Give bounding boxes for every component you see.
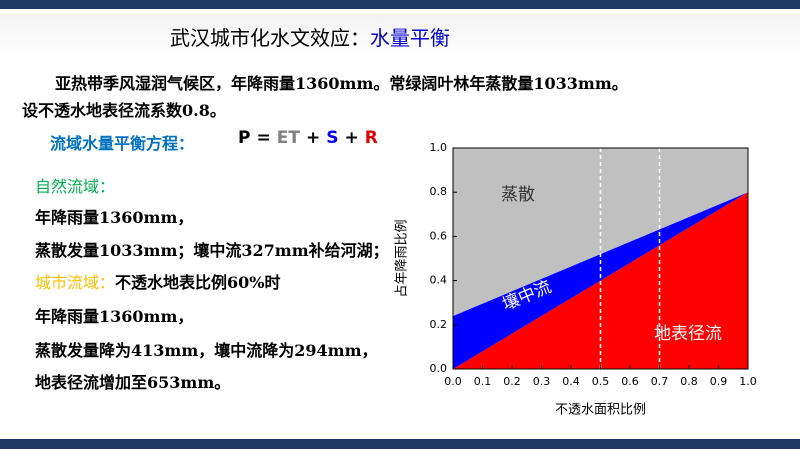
x-tick-label: 0.8	[680, 375, 698, 388]
series-label: 蒸散	[501, 185, 535, 205]
urban-line: 地表径流增加至653mm。	[35, 373, 231, 392]
urban-line: 蒸散发量降为413mm，壤中流降为294mm，	[35, 341, 378, 360]
x-tick-label: 0.3	[533, 375, 551, 388]
eq-term: S	[326, 128, 339, 148]
natural-line: 蒸散发量1033mm；壤中流327mm补给河湖；	[35, 241, 389, 260]
x-axis-label: 不透水面积比例	[555, 403, 646, 418]
x-tick-label: 1.0	[739, 375, 757, 388]
area	[453, 192, 748, 369]
x-tick-label: 0.2	[503, 375, 521, 388]
eq-term: ET	[276, 128, 300, 148]
y-tick-label: 1.0	[430, 141, 448, 154]
y-tick-label: 0.0	[430, 362, 448, 375]
x-tick-label: 0.4	[562, 375, 580, 388]
area	[453, 148, 748, 316]
y-axis-label: 占年降雨比例	[395, 219, 410, 297]
intro-line: 设不透水地表径流系数0.8。	[22, 101, 226, 120]
equation: P = ET + S + R	[238, 128, 384, 148]
bottom-band	[0, 439, 800, 449]
series-label: 地表径流	[654, 324, 722, 344]
top-band	[0, 0, 800, 9]
natural-heading: 自然流域：	[35, 177, 116, 196]
intro-line: 亚热带季风湿润气候区，年降雨量1360mm。常绿阔叶林年蒸散量1033mm。	[55, 74, 628, 93]
urban-row: 城市流域：不透水地表比例60%时	[35, 269, 281, 293]
eq-op: +	[305, 128, 321, 148]
urban-heading: 城市流域：	[35, 273, 116, 292]
natural-line: 年降雨量1360mm，	[35, 208, 194, 227]
title-band	[0, 14, 800, 56]
x-tick-label: 0.0	[444, 375, 462, 388]
eq-op: =	[256, 128, 271, 148]
x-tick-label: 0.1	[474, 375, 492, 388]
y-tick-label: 0.6	[430, 229, 448, 242]
y-tick-label: 0.2	[430, 318, 448, 331]
eq-term: P	[238, 128, 251, 148]
x-tick-label: 0.7	[651, 375, 669, 388]
eq-op: +	[344, 128, 359, 148]
title: 武汉城市化水文效应：水量平衡	[170, 22, 450, 51]
urban-condition: 不透水地表比例60%时	[115, 273, 281, 292]
urban-line: 年降雨量1360mm，	[35, 307, 194, 326]
eq-term: R	[364, 128, 378, 148]
x-tick-label: 0.6	[621, 375, 639, 388]
x-tick-label: 0.5	[592, 375, 610, 388]
title-text: 武汉城市化水文效应：	[170, 26, 370, 50]
y-tick-label: 0.8	[430, 185, 448, 198]
title-highlight: 水量平衡	[370, 26, 450, 50]
x-tick-label: 0.9	[710, 375, 728, 388]
equation-label: 流域水量平衡方程：	[50, 134, 195, 153]
y-tick-label: 0.4	[430, 274, 448, 287]
